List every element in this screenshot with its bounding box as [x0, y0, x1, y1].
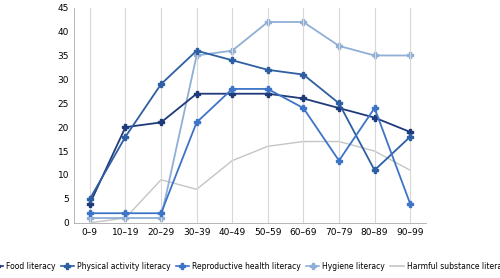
Reproductive health literacy [229, 87, 235, 91]
Physical activity literacy [229, 59, 235, 62]
Physical activity literacy [194, 49, 200, 52]
Food literacy [300, 97, 306, 100]
Hygiene literacy [87, 216, 93, 220]
Reproductive health literacy [300, 106, 306, 110]
Food literacy [158, 121, 164, 124]
Reproductive health literacy [194, 121, 200, 124]
Line: Reproductive health literacy: Reproductive health literacy [87, 86, 413, 216]
Reproductive health literacy [122, 212, 128, 215]
Hygiene literacy [265, 20, 271, 24]
Food literacy [194, 92, 200, 95]
Harmful substance literacy [87, 221, 93, 224]
Reproductive health literacy [265, 87, 271, 91]
Hygiene literacy [229, 49, 235, 52]
Food literacy [122, 125, 128, 129]
Hygiene literacy [336, 44, 342, 48]
Physical activity literacy [300, 73, 306, 76]
Food literacy [372, 116, 378, 119]
Reproductive health literacy [158, 212, 164, 215]
Harmful substance literacy [372, 149, 378, 153]
Food literacy [336, 106, 342, 110]
Hygiene literacy [122, 216, 128, 220]
Physical activity literacy [87, 197, 93, 200]
Reproductive health literacy [87, 212, 93, 215]
Hygiene literacy [158, 216, 164, 220]
Harmful substance literacy [194, 188, 200, 191]
Line: Hygiene literacy: Hygiene literacy [87, 19, 413, 221]
Hygiene literacy [300, 20, 306, 24]
Food literacy [87, 202, 93, 205]
Hygiene literacy [407, 54, 413, 57]
Line: Harmful substance literacy: Harmful substance literacy [90, 142, 410, 223]
Physical activity literacy [372, 168, 378, 172]
Line: Food literacy: Food literacy [87, 91, 413, 207]
Physical activity literacy [158, 83, 164, 86]
Physical activity literacy [336, 102, 342, 105]
Harmful substance literacy [122, 216, 128, 220]
Legend: Food literacy, Physical activity literacy, Reproductive health literacy, Hygiene: Food literacy, Physical activity literac… [0, 259, 500, 274]
Physical activity literacy [407, 135, 413, 138]
Food literacy [229, 92, 235, 95]
Harmful substance literacy [229, 159, 235, 162]
Hygiene literacy [372, 54, 378, 57]
Harmful substance literacy [407, 168, 413, 172]
Food literacy [407, 130, 413, 134]
Harmful substance literacy [300, 140, 306, 143]
Physical activity literacy [265, 68, 271, 71]
Reproductive health literacy [372, 106, 378, 110]
Harmful substance literacy [265, 145, 271, 148]
Harmful substance literacy [336, 140, 342, 143]
Reproductive health literacy [336, 159, 342, 162]
Line: Physical activity literacy: Physical activity literacy [87, 48, 413, 202]
Hygiene literacy [194, 54, 200, 57]
Physical activity literacy [122, 135, 128, 138]
Reproductive health literacy [407, 202, 413, 205]
Harmful substance literacy [158, 178, 164, 182]
Food literacy [265, 92, 271, 95]
